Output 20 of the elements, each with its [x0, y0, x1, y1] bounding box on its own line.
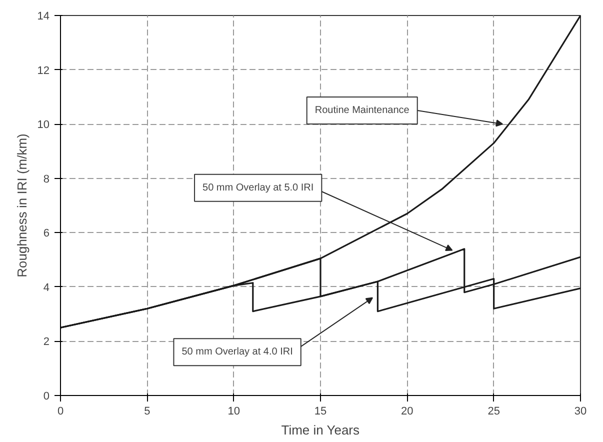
x-tick-label: 15: [314, 406, 327, 418]
x-tick-label: 30: [574, 406, 587, 418]
annotation: 50 mm Overlay at 4.0 IRI: [182, 346, 293, 358]
x-tick-label: 5: [144, 406, 150, 418]
x-tick-label: 25: [488, 406, 500, 418]
y-tick-label: 6: [43, 228, 50, 240]
x-tick-label: 0: [57, 406, 64, 418]
annotation: Routine Maintenance: [314, 105, 410, 116]
x-axis-title: Time in Years: [281, 422, 360, 438]
y-tick-label: 2: [43, 336, 50, 348]
annotation: 50 mm Overlay at 5.0 IRI: [202, 182, 314, 194]
x-tick-label: 20: [401, 406, 414, 418]
y-axis-title: Roughness in IRI (m/km): [14, 134, 30, 278]
y-tick-label: 10: [37, 119, 50, 132]
y-tick-label: 0: [43, 390, 50, 402]
y-tick-label: 8: [43, 173, 50, 186]
y-tick-label: 4: [43, 282, 50, 294]
y-tick-label: 12: [37, 64, 50, 77]
y-tick-label: 14: [37, 10, 50, 22]
x-tick-label: 10: [228, 406, 240, 418]
